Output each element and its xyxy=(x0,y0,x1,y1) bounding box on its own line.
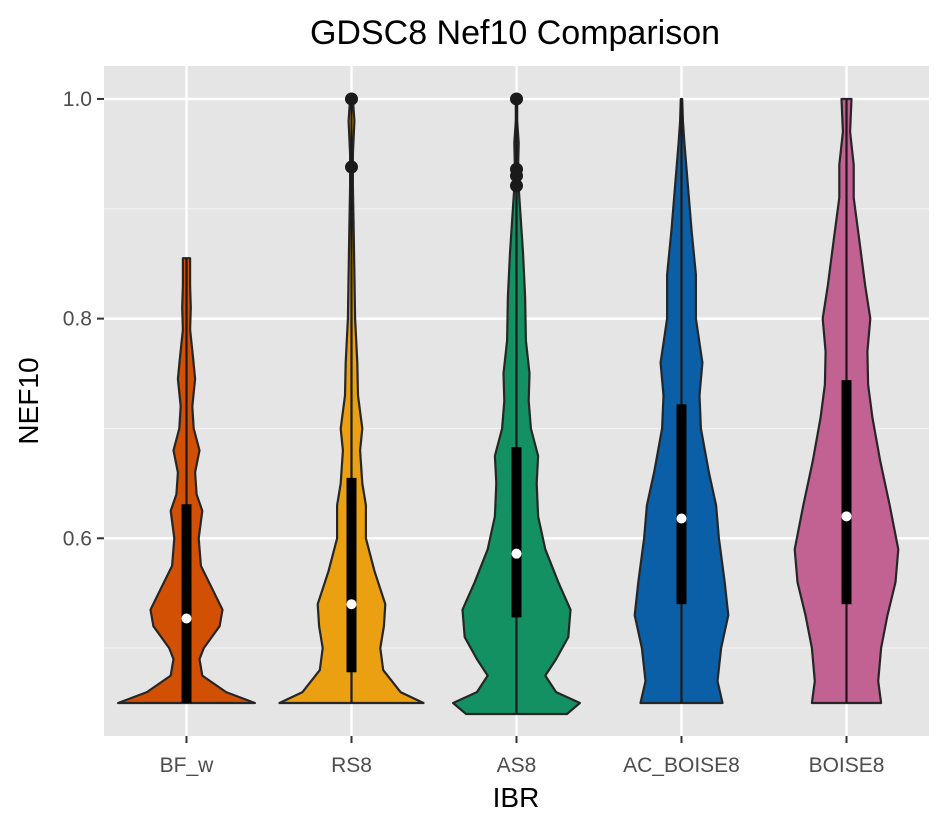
median-point xyxy=(841,511,852,522)
median-point xyxy=(676,513,687,524)
x-tick-label: RS8 xyxy=(331,754,372,777)
iqr-box xyxy=(181,504,192,704)
outlier-point xyxy=(345,160,358,174)
x-tick-label: AC_BOISE8 xyxy=(623,754,740,777)
axes: 0.6 0.8 1.0 BF_w RS8 AS8 AC_BOISE8 BOISE8 xyxy=(63,88,885,777)
iqr-box xyxy=(346,477,357,673)
x-tick-label: BOISE8 xyxy=(809,754,885,777)
outlier-point xyxy=(510,179,523,193)
violin-rs8 xyxy=(278,92,425,705)
violin-ac-boise8 xyxy=(633,97,730,705)
iqr-box xyxy=(511,447,522,618)
violin-boise8 xyxy=(793,97,900,705)
x-axis-title: IBR xyxy=(493,782,540,813)
y-tick-label: 0.8 xyxy=(63,308,92,331)
iqr-box xyxy=(841,380,852,605)
y-tick-label: 1.0 xyxy=(63,88,92,111)
outlier-point xyxy=(510,92,523,106)
median-point xyxy=(181,613,192,624)
y-axis-title: NEF10 xyxy=(13,357,44,444)
x-tick-label: BF_w xyxy=(160,754,215,777)
x-tick-label: AS8 xyxy=(497,754,537,777)
chart-title: GDSC8 Nef10 Comparison xyxy=(310,14,720,52)
y-tick-label: 0.6 xyxy=(63,527,92,550)
violin-bf-w xyxy=(117,257,256,705)
violin-as8 xyxy=(452,92,581,716)
outlier-point xyxy=(345,92,358,106)
violins xyxy=(117,92,900,716)
outlier-point xyxy=(510,162,523,176)
median-point xyxy=(511,548,522,559)
median-point xyxy=(346,599,357,610)
iqr-box xyxy=(676,404,687,605)
